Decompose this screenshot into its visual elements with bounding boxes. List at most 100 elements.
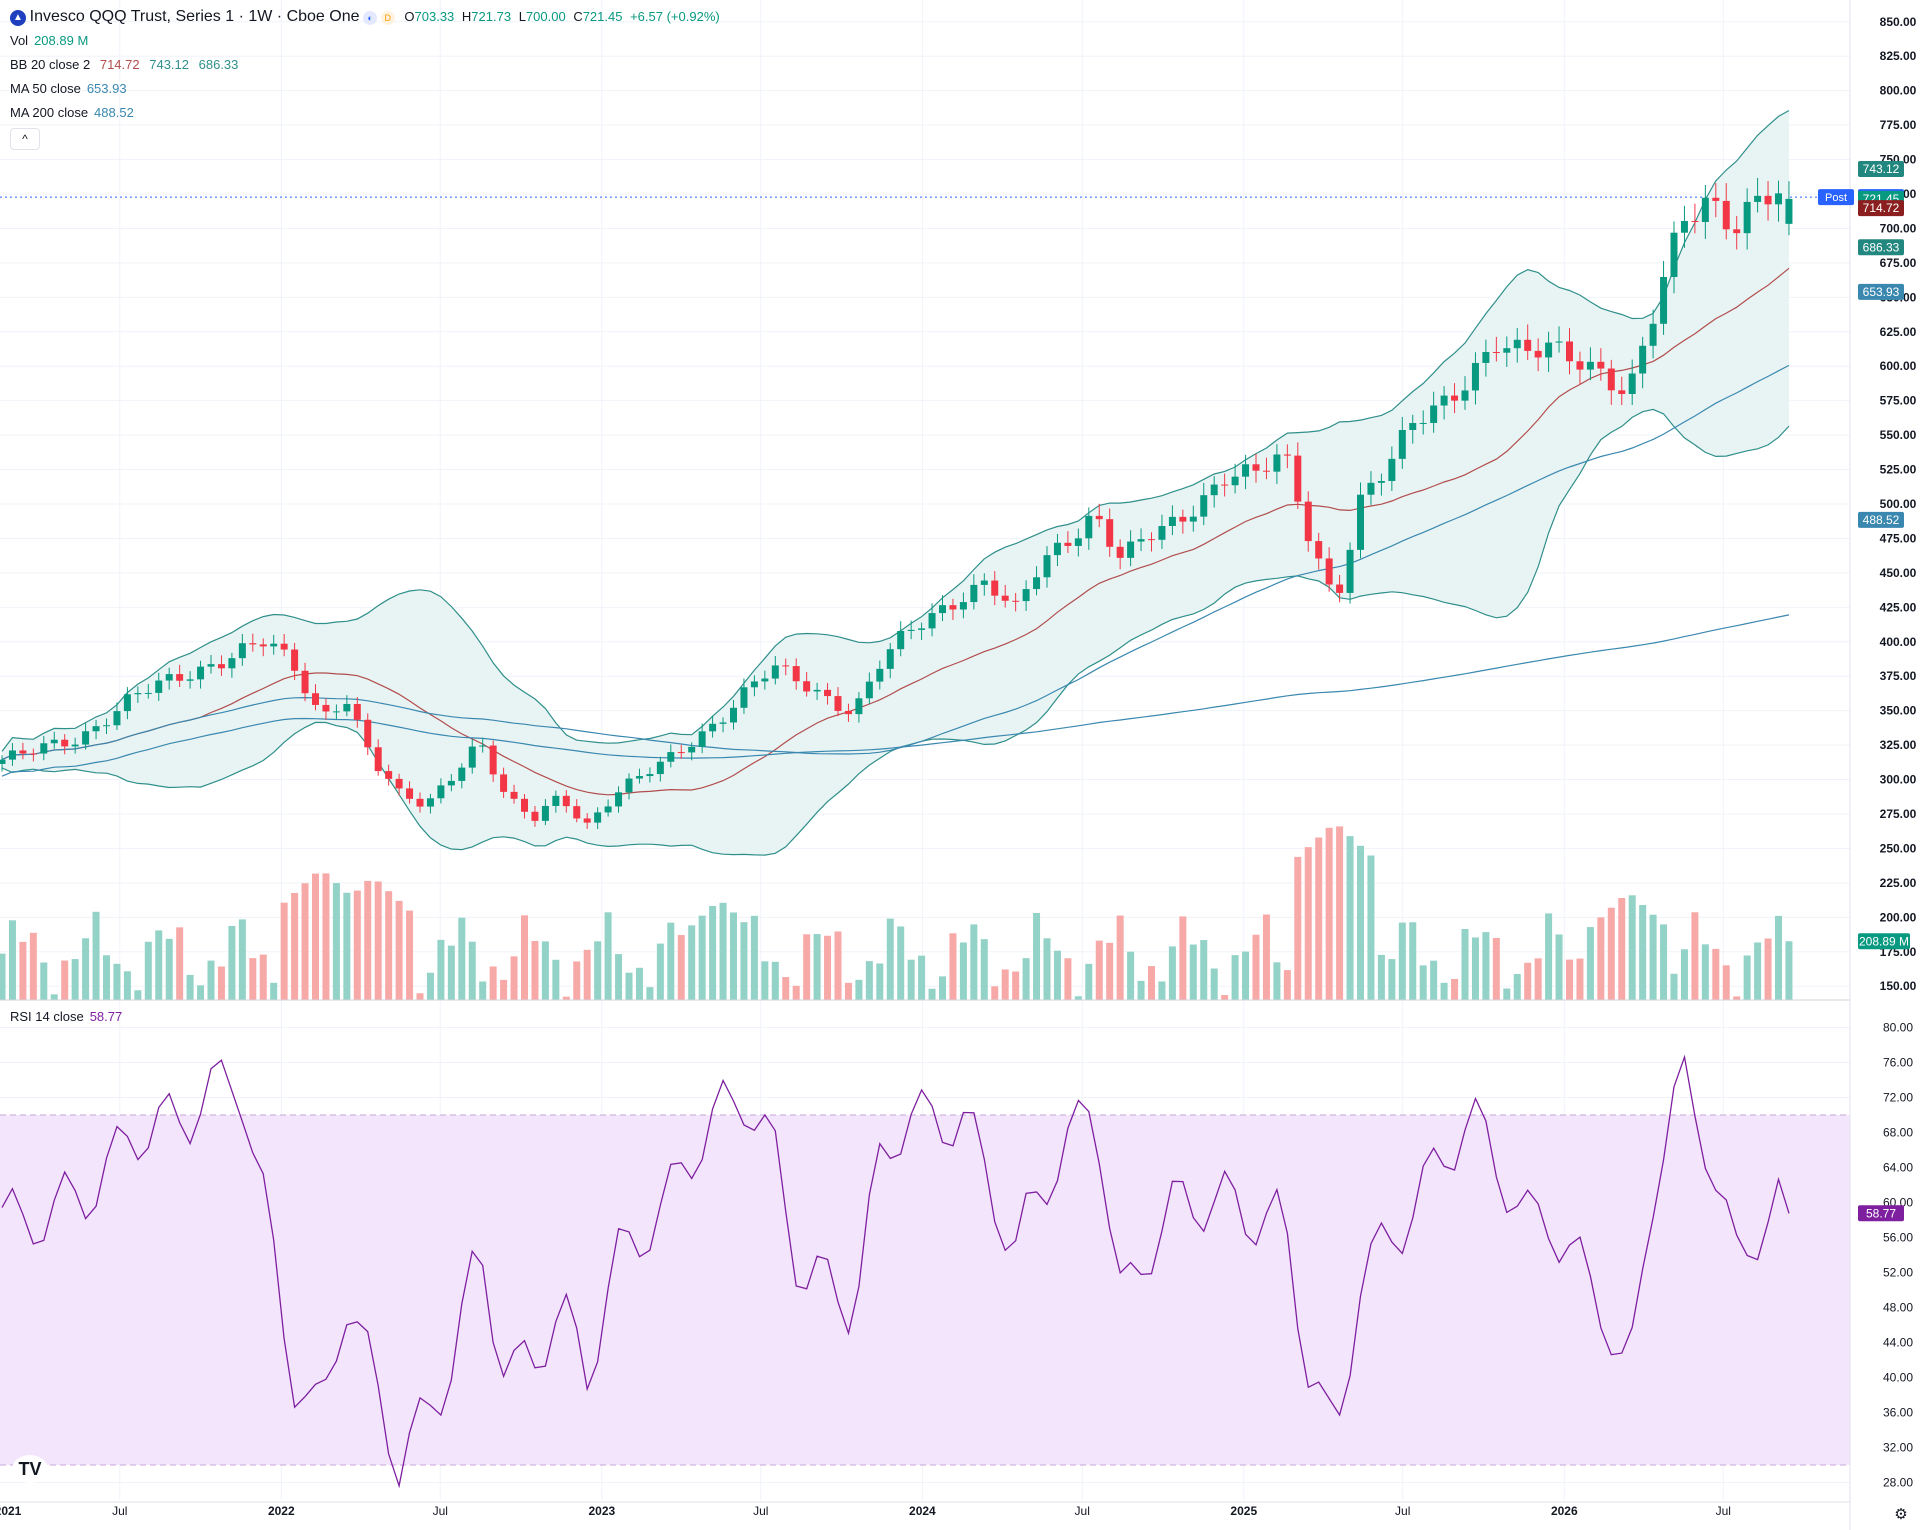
volume-bar (1315, 837, 1323, 1000)
candle-body (374, 747, 382, 772)
price-tick-label: 375.00 (1880, 669, 1917, 683)
data-delay-badge[interactable]: D (380, 10, 395, 25)
price-tick-label: 500.00 (1880, 497, 1917, 511)
invesco-logo-icon[interactable]: ▲ (10, 9, 26, 26)
price-tick-label: 225.00 (1880, 876, 1917, 890)
tradingview-logo-icon[interactable]: TV (12, 1455, 48, 1483)
candle-body (1743, 201, 1751, 234)
volume-bar (1607, 907, 1615, 1000)
volume-bar (573, 961, 581, 1000)
volume-bar (855, 979, 863, 1000)
candle-body (228, 658, 236, 669)
collapse-legend-button[interactable]: ^ (10, 128, 40, 150)
candle-body (1221, 484, 1229, 486)
price-tick-label: 325.00 (1880, 738, 1917, 752)
legend-ma50[interactable]: MA 50 close 653.93 (10, 81, 127, 96)
volume-bar (1127, 951, 1135, 1000)
market-status-icon[interactable]: ◐ (363, 10, 378, 25)
candle-body (1262, 470, 1270, 472)
volume-bar (374, 881, 382, 1000)
candle-body (217, 664, 225, 669)
symbol-title[interactable]: Invesco QQQ Trust, Series 1 · 1W · Cboe … (29, 8, 360, 25)
badge-rsi: 58.77 (1866, 1206, 1896, 1220)
price-tick-label: 400.00 (1880, 635, 1917, 649)
volume-bar (1106, 942, 1114, 1000)
legend-vol[interactable]: Vol 208.89 M (10, 33, 89, 48)
volume-bar (824, 935, 832, 1000)
volume-bar (1440, 982, 1448, 1000)
badge-bb-upper: 743.12 (1863, 162, 1900, 176)
volume-bar (803, 934, 811, 1000)
candle-body (1095, 515, 1103, 520)
ma200-line (1, 614, 1790, 777)
candle-body (615, 792, 623, 807)
candle-body (1701, 197, 1709, 223)
volume-bar (1283, 970, 1291, 1000)
price-tick-label: 250.00 (1880, 841, 1917, 855)
candle-body (1586, 361, 1594, 370)
price-tick-label: 575.00 (1880, 394, 1917, 408)
price-tick-label: 350.00 (1880, 704, 1917, 718)
rsi-tick-label: 56.00 (1883, 1231, 1913, 1245)
legend-bb[interactable]: BB 20 close 2 714.72 743.12 686.33 (10, 57, 239, 72)
volume-bar (134, 990, 142, 1000)
price-tick-label: 275.00 (1880, 807, 1917, 821)
price-tick-label: 825.00 (1880, 49, 1917, 63)
rsi-tick-label: 32.00 (1883, 1441, 1913, 1455)
candle-body (1639, 345, 1647, 374)
volume-bar (1085, 963, 1093, 1000)
volume-bar (1482, 932, 1490, 1000)
volume-bar (165, 938, 173, 1000)
volume-bar (1346, 836, 1354, 1000)
volume-bar (1712, 948, 1720, 1000)
volume-bar (103, 955, 110, 1000)
volume-bar (312, 873, 319, 1000)
legend-rsi[interactable]: RSI 14 close 58.77 (10, 1009, 123, 1024)
gear-icon[interactable]: ⚙ (1894, 1506, 1908, 1523)
volume-bar (1451, 978, 1459, 1000)
volume-bar (1304, 847, 1312, 1000)
candle-body (1033, 577, 1041, 590)
candle-body (385, 771, 393, 779)
volume-bar (479, 981, 487, 1000)
volume-bar (939, 976, 946, 1000)
volume-bar (1064, 958, 1072, 1000)
volume-bar (1242, 951, 1250, 1000)
volume-bar (1231, 955, 1239, 1000)
candle-body (1754, 195, 1762, 202)
close-value: 721.45 (582, 9, 623, 24)
candle-body (1377, 481, 1385, 483)
candle-body (1628, 373, 1636, 394)
volume-bar (19, 941, 27, 1000)
candle-body (1200, 495, 1208, 517)
price-tick-label: 850.00 (1880, 15, 1917, 29)
candle-body (656, 761, 664, 775)
candle-body (144, 692, 152, 694)
badge-bb-lower: 686.33 (1863, 240, 1900, 254)
volume-bar (1513, 973, 1521, 1000)
candle-body (1722, 200, 1730, 230)
candle-body (844, 710, 852, 715)
candle-body (1691, 220, 1699, 223)
candle-body (552, 795, 560, 806)
volume-bar (489, 966, 497, 1000)
price-tick-label: 475.00 (1880, 531, 1917, 545)
price-tick-label: 675.00 (1880, 256, 1917, 270)
candle-body (155, 680, 163, 693)
legend-ma200[interactable]: MA 200 close 488.52 (10, 105, 134, 120)
candle-body (730, 707, 737, 723)
volume-bar (1670, 973, 1678, 1000)
candle-body (792, 666, 800, 682)
volume-bar (113, 963, 121, 1000)
candle-body (980, 580, 988, 585)
candle-body (103, 725, 110, 727)
volume-bar (217, 966, 225, 1000)
candle-body (1325, 558, 1333, 585)
volume-bar (1294, 856, 1302, 1000)
volume-bar (1033, 912, 1041, 1000)
high-value: 721.73 (471, 9, 512, 24)
candle-body (50, 739, 58, 744)
volume-bar (1001, 969, 1009, 1000)
candle-body (1357, 494, 1364, 550)
